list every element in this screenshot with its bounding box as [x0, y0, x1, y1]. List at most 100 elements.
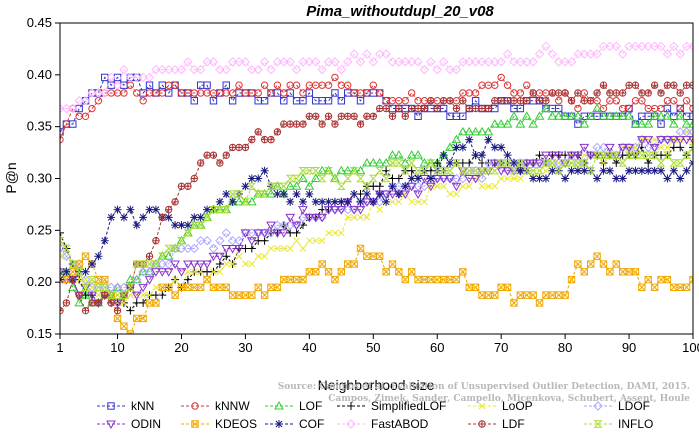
data-point	[311, 167, 321, 175]
data-point	[274, 245, 281, 252]
series-line-lof	[60, 107, 693, 304]
data-point	[235, 143, 243, 152]
data-point	[343, 204, 353, 215]
data-point	[248, 260, 256, 268]
data-point	[157, 64, 168, 75]
x-tick-label: 20	[174, 340, 188, 355]
data-point	[363, 214, 371, 221]
data-point	[413, 57, 423, 67]
data-point	[170, 64, 180, 75]
series-odin	[60, 136, 693, 308]
data-point	[599, 166, 608, 175]
data-point	[151, 259, 161, 269]
data-point	[80, 96, 91, 106]
y-axis-label: P@n	[3, 162, 19, 193]
data-point	[394, 190, 403, 199]
data-point	[446, 190, 454, 198]
data-point	[138, 72, 148, 83]
data-point	[471, 167, 481, 175]
data-point	[330, 174, 340, 183]
data-point	[446, 97, 454, 105]
data-point	[605, 143, 615, 153]
data-point	[306, 237, 313, 245]
data-point	[566, 57, 577, 67]
data-point	[433, 182, 441, 190]
data-point	[612, 97, 620, 105]
data-point	[599, 260, 608, 268]
data-point	[503, 97, 512, 105]
data-point	[184, 283, 192, 292]
series-knnw	[60, 73, 693, 144]
data-point	[491, 97, 499, 105]
data-point	[298, 57, 308, 67]
data-point	[548, 166, 557, 175]
data-point	[503, 151, 512, 160]
legend-marker	[106, 420, 116, 430]
data-point	[535, 174, 544, 183]
data-point	[260, 291, 269, 299]
data-point	[138, 283, 148, 293]
data-point	[509, 111, 519, 120]
legend-marker	[191, 402, 199, 410]
data-point	[60, 103, 65, 114]
data-point	[670, 97, 678, 105]
data-point	[606, 89, 614, 97]
data-point	[573, 111, 583, 120]
data-point	[369, 81, 378, 89]
data-point	[343, 57, 353, 67]
data-point	[357, 214, 364, 221]
data-point	[260, 81, 269, 89]
data-point	[241, 143, 250, 152]
data-point	[119, 64, 129, 75]
data-point	[272, 220, 283, 230]
data-point	[407, 159, 417, 167]
data-point	[337, 268, 346, 276]
x-tick-label: 10	[110, 340, 124, 355]
data-point	[541, 103, 551, 113]
data-point	[400, 157, 411, 167]
data-point	[618, 159, 628, 167]
data-point	[464, 126, 475, 136]
data-point	[144, 72, 155, 83]
data-point	[407, 174, 416, 183]
data-point	[382, 104, 390, 113]
data-point	[580, 268, 589, 276]
data-point	[285, 213, 296, 223]
data-point	[195, 260, 206, 270]
data-point	[183, 221, 192, 230]
data-point	[656, 111, 666, 120]
data-point	[395, 198, 403, 206]
data-point	[254, 174, 263, 183]
data-point	[260, 190, 270, 198]
data-point	[547, 49, 558, 59]
data-point	[62, 267, 71, 276]
data-point	[592, 151, 602, 159]
data-point	[209, 151, 218, 159]
data-point	[580, 166, 589, 175]
data-point	[574, 260, 582, 268]
data-point	[484, 104, 493, 113]
data-point	[387, 57, 398, 67]
data-point	[196, 283, 205, 292]
data-point	[202, 213, 212, 222]
data-point	[521, 111, 532, 120]
data-point	[107, 299, 115, 307]
data-point	[451, 64, 462, 75]
data-point	[157, 252, 167, 260]
data-point	[433, 275, 441, 284]
data-point	[510, 97, 518, 105]
legend-item-lof: LOF	[265, 399, 322, 413]
data-point	[331, 120, 339, 128]
data-point	[650, 81, 659, 89]
data-point	[305, 112, 314, 120]
data-point	[254, 128, 262, 136]
data-point	[286, 197, 295, 206]
data-point	[299, 120, 307, 128]
data-point	[266, 228, 276, 238]
data-point	[330, 197, 339, 206]
data-point	[93, 88, 104, 98]
legend-item-knnw: kNNW	[181, 399, 250, 413]
data-point	[528, 167, 538, 175]
data-point	[171, 221, 180, 230]
